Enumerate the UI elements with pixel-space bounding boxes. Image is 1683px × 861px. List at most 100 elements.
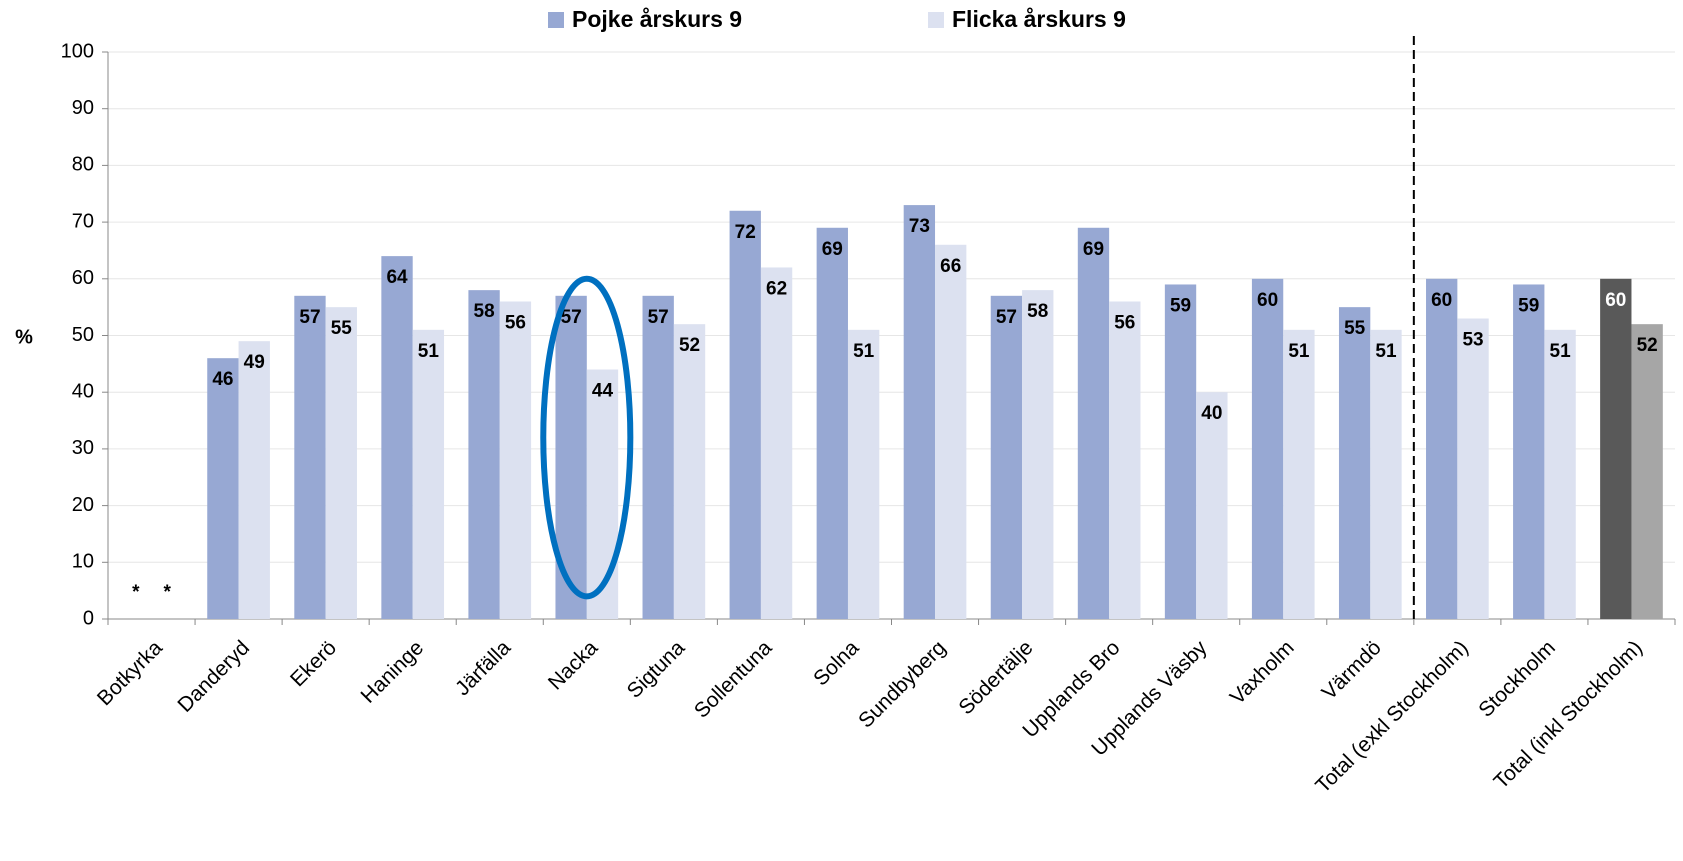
- y-tick-label: 90: [72, 97, 94, 119]
- y-tick-label: 0: [83, 607, 94, 629]
- value-label: 52: [1637, 335, 1658, 356]
- bar: [468, 290, 500, 619]
- x-tick-label: Sundbyberg: [854, 636, 950, 732]
- x-tick-label: Total (exkl Stockholm): [1311, 636, 1473, 798]
- value-label: 56: [505, 312, 526, 333]
- bar: [673, 324, 706, 619]
- bar: [1370, 329, 1402, 619]
- bar: [1196, 392, 1228, 619]
- bar: [381, 256, 413, 619]
- bar: [1457, 318, 1489, 619]
- x-tick-label: Södertälje: [954, 636, 1037, 719]
- value-label: 69: [1083, 239, 1104, 260]
- bar: [935, 244, 967, 619]
- bar: [1022, 290, 1054, 619]
- y-tick-label: 40: [72, 380, 94, 402]
- x-tick-label: Botkyrka: [93, 636, 167, 710]
- bar: [1283, 329, 1315, 619]
- x-tick-label: Total (inkl Stockholm): [1490, 636, 1647, 793]
- x-tick-label: Sollentuna: [690, 636, 777, 723]
- x-tick-label: Järfälla: [451, 636, 515, 700]
- bar: [642, 295, 674, 619]
- legend-swatch: [548, 12, 564, 28]
- bar: [903, 205, 936, 619]
- value-label: 57: [648, 307, 669, 328]
- highlight-ellipse: [540, 275, 634, 600]
- x-tick-label: Vaxholm: [1226, 636, 1299, 709]
- bar: [816, 227, 848, 619]
- value-label: 59: [1518, 295, 1539, 316]
- x-tick-label: Solna: [809, 636, 863, 690]
- value-label: 69: [822, 239, 843, 260]
- bar: [238, 341, 270, 619]
- bar: [1600, 278, 1632, 619]
- value-label: 66: [940, 256, 961, 277]
- value-label: 51: [418, 341, 440, 362]
- value-label: 51: [853, 341, 875, 362]
- bar: [760, 267, 793, 619]
- value-label: 56: [1114, 312, 1135, 333]
- bar: [207, 358, 239, 619]
- value-label: 57: [561, 307, 582, 328]
- value-label: 44: [592, 381, 614, 402]
- value-label: 52: [679, 335, 700, 356]
- x-tick-label: Värmdö: [1318, 636, 1386, 704]
- value-label: 51: [1375, 341, 1397, 362]
- bar: [1338, 307, 1371, 619]
- bar: [847, 329, 880, 619]
- value-label: 40: [1201, 403, 1222, 424]
- value-label: 72: [735, 222, 756, 243]
- bar: [990, 295, 1023, 619]
- bar: [499, 301, 532, 619]
- bar: [1077, 227, 1110, 619]
- y-tick-label: 50: [72, 324, 94, 346]
- y-tick-label: 80: [72, 154, 94, 176]
- x-tick-label: Ekerö: [286, 636, 341, 691]
- x-tick-label: Haninge: [357, 636, 429, 708]
- value-label: 64: [386, 267, 408, 288]
- bar: [586, 369, 619, 619]
- value-label: 57: [299, 307, 320, 328]
- value-label: 60: [1431, 290, 1452, 311]
- bar: [412, 329, 445, 619]
- bar: [1251, 278, 1284, 619]
- bar: [1164, 284, 1197, 619]
- value-label: 73: [909, 216, 930, 237]
- value-label: 55: [331, 318, 353, 339]
- value-label: *: [132, 582, 140, 603]
- value-label: 57: [996, 307, 1017, 328]
- bar: [325, 307, 357, 619]
- value-label: 62: [766, 278, 787, 299]
- x-tick-label: Danderyd: [173, 636, 254, 717]
- y-axis-label: %: [15, 326, 33, 348]
- value-label: 58: [474, 301, 495, 322]
- value-label: 60: [1257, 290, 1278, 311]
- legend-swatch: [928, 12, 944, 28]
- value-label: 46: [212, 369, 233, 390]
- x-tick-label: Sigtuna: [623, 636, 690, 703]
- y-tick-label: 60: [72, 267, 94, 289]
- y-tick-label: 20: [72, 494, 94, 516]
- y-tick-label: 100: [61, 40, 94, 62]
- value-label: 51: [1550, 341, 1572, 362]
- legend-label: Pojke årskurs 9: [572, 6, 742, 32]
- bar: [1631, 324, 1663, 619]
- bar: [1109, 301, 1141, 619]
- bar: [294, 295, 326, 619]
- bar: [1513, 284, 1545, 619]
- value-label: 60: [1605, 290, 1626, 311]
- value-label: 58: [1027, 301, 1048, 322]
- value-label: 49: [244, 352, 265, 373]
- x-tick-label: Nacka: [544, 636, 603, 695]
- legend-label: Flicka årskurs 9: [952, 6, 1126, 32]
- bar: [1544, 329, 1576, 619]
- bar: [729, 210, 761, 619]
- value-label: 53: [1462, 330, 1483, 351]
- value-label: 55: [1344, 318, 1366, 339]
- value-label: *: [163, 582, 171, 603]
- x-tick-label: Stockholm: [1474, 636, 1560, 722]
- value-label: 59: [1170, 295, 1191, 316]
- y-tick-label: 70: [72, 210, 94, 232]
- y-tick-label: 10: [72, 551, 94, 573]
